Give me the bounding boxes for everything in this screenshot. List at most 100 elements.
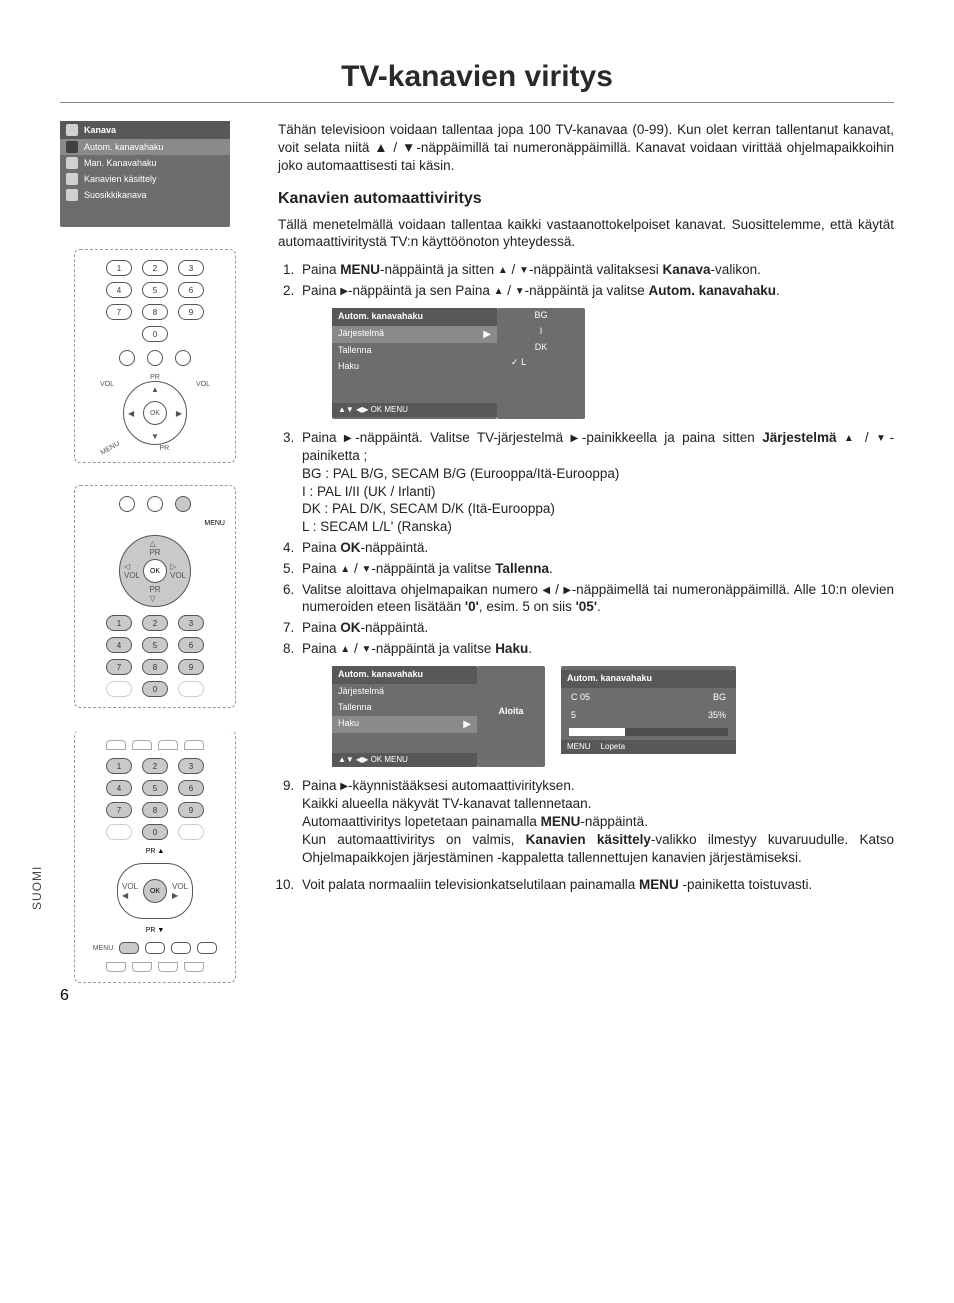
osd-kanava-item: Autom. kanavahaku — [60, 139, 230, 155]
osd-system-list: BG I DK ✓ L — [497, 308, 585, 419]
osd-row-label: Tallenna — [338, 702, 372, 714]
osd-footer: MENU Lopeta — [561, 740, 736, 755]
osd-item-label: Man. Kanavahaku — [84, 158, 157, 168]
keypad: 1 2 3 4 5 6 7 8 9 0 — [106, 615, 204, 697]
key-7: 7 — [106, 659, 132, 675]
top-tabs — [106, 740, 204, 750]
sys-dk: DK : PAL D/K, SECAM D/K (Itä-Eurooppa) — [302, 501, 555, 516]
progress-store: 5 — [571, 710, 576, 722]
menu-button-icon — [175, 496, 191, 512]
keypad: 1 2 3 4 5 6 7 8 9 0 — [106, 758, 204, 840]
osd-kanava-item: Suosikkikanava — [60, 187, 230, 203]
foot-stop: Lopeta — [601, 742, 625, 753]
ok-button-icon: OK — [143, 559, 167, 583]
key-8: 8 — [142, 304, 168, 320]
osd-sys-opt: BG — [497, 308, 585, 324]
section-paragraph: Tällä menetelmällä voidaan tallentaa kai… — [278, 216, 894, 252]
step-8: Paina ▲ / ▼-näppäintä ja valitse Haku. — [298, 640, 894, 658]
key-4: 4 — [106, 637, 132, 653]
vol-right-icon: VOL▶ — [172, 882, 188, 900]
left-column: Kanava Autom. kanavahaku Man. Kanavahaku… — [60, 121, 250, 1005]
osd-kanava-title: Kanava — [84, 125, 116, 135]
ok-button-icon: OK — [143, 401, 167, 425]
key-1: 1 — [106, 260, 132, 276]
key-blank — [178, 681, 204, 697]
osd-item-label: Autom. kanavahaku — [84, 142, 164, 152]
key-5: 5 — [142, 780, 168, 796]
pr-down-label: PR ▼ — [146, 927, 165, 934]
pr-down-icon: PR▽ — [149, 585, 160, 603]
up-arrow-icon: ▲ — [151, 385, 159, 394]
pr-label: PR — [150, 374, 160, 381]
osd-row: Järjestelmä — [332, 684, 477, 700]
osd-sys-label: L — [521, 357, 526, 367]
osd-sys-opt: DK — [497, 340, 585, 356]
key-0: 0 — [142, 824, 168, 840]
menu-label: MENU — [85, 520, 225, 527]
step-1: Paina MENU-näppäintä ja sitten ▲ / ▼-näp… — [298, 261, 894, 279]
key-7: 7 — [106, 802, 132, 818]
progress-row: 5 35% — [561, 708, 736, 724]
remote-diagram-1: 1 2 3 4 5 6 7 8 9 0 PR VOL ▲ ▼ — [74, 249, 236, 463]
osd-row-label: Haku — [338, 718, 359, 730]
osd-autosearch-2: Autom. kanavahaku Järjestelmä Tallenna H… — [332, 666, 894, 767]
key-9: 9 — [178, 802, 204, 818]
step-9: Paina ▶-käynnistääksesi automaattivirity… — [298, 777, 894, 866]
square-icon — [66, 141, 78, 153]
right-arrow-icon: ▶ — [483, 328, 491, 341]
right-arrow-icon: ▶ — [463, 718, 471, 731]
check-icon: ✓ — [511, 357, 519, 367]
language-side-label: SUOMI — [30, 866, 44, 910]
key-blank — [106, 824, 132, 840]
key-2: 2 — [142, 615, 168, 631]
osd-title: Autom. kanavahaku — [332, 308, 497, 326]
osd-footer: ▲▼ ◀▶ OK MENU — [332, 753, 477, 768]
pr-label: PR — [159, 445, 169, 452]
key-9: 9 — [178, 659, 204, 675]
dpad: △PR PR▽ ◁VOL ▷VOL OK — [119, 535, 191, 607]
bottom-tabs — [106, 962, 204, 972]
step-3: Paina ▶-näppäintä. Valitse TV-järjestelm… — [298, 429, 894, 536]
page-number: 6 — [60, 987, 69, 1005]
menu-button-icon — [119, 942, 139, 954]
dpad: VOL◀ VOL▶ OK — [117, 863, 193, 919]
remote-diagram-3: 1 2 3 4 5 6 7 8 9 0 PR ▲ VOL◀ VOL▶ OK PR… — [74, 730, 236, 983]
progress-percent: 35% — [708, 710, 726, 722]
key-blank — [106, 326, 130, 340]
osd-row: Haku ▶ — [332, 716, 477, 733]
key-4: 4 — [106, 282, 132, 298]
osd-kanava-item: Kanavien käsittely — [60, 171, 230, 187]
key-6: 6 — [178, 282, 204, 298]
step-2: Paina ▶-näppäintä ja sen Paina ▲ / ▼-näp… — [298, 282, 894, 300]
progress-bar — [569, 728, 728, 736]
osd-left-pane: Autom. kanavahaku Järjestelmä▶ Tallenna … — [332, 308, 497, 419]
vol-left-icon: VOL◀ — [122, 882, 138, 900]
progress-channel: C 05 — [571, 692, 590, 704]
instruction-list-2: Paina ▶-näppäintä. Valitse TV-järjestelm… — [278, 429, 894, 658]
step-4: Paina OK-näppäintä. — [298, 539, 894, 557]
osd-row: Haku — [332, 359, 497, 375]
progress-system: BG — [713, 692, 726, 704]
osd-row-label: Järjestelmä — [338, 686, 384, 698]
instruction-list: Paina MENU-näppäintä ja sitten ▲ / ▼-näp… — [278, 261, 894, 300]
key-3: 3 — [178, 260, 204, 276]
foot-menu: MENU — [567, 742, 591, 753]
sys-i: I : PAL I/II (UK / Irlanti) — [302, 484, 436, 499]
osd-progress-pane: Autom. kanavahaku C 05BG 535% MENULopeta — [561, 666, 736, 754]
osd-row: Järjestelmä▶ — [332, 326, 497, 343]
menu-row: MENU — [93, 942, 218, 954]
vol-label: VOL — [196, 381, 210, 445]
osd-row: Tallenna — [332, 700, 477, 716]
sys-bg: BG : PAL B/G, SECAM B/G (Eurooppa/Itä-Eu… — [302, 466, 619, 481]
square-icon — [66, 173, 78, 185]
key-7: 7 — [106, 304, 132, 320]
key-2: 2 — [142, 758, 168, 774]
key-2: 2 — [142, 260, 168, 276]
vol-label: VOL — [100, 381, 114, 445]
key-6: 6 — [178, 637, 204, 653]
intro-paragraph: Tähän televisioon voidaan tallentaa jopa… — [278, 121, 894, 174]
key-blank — [178, 326, 202, 340]
osd-row-label: Tallenna — [338, 345, 372, 357]
ok-button-icon: OK — [143, 879, 167, 903]
vol-right-icon: ▷VOL — [170, 562, 186, 580]
